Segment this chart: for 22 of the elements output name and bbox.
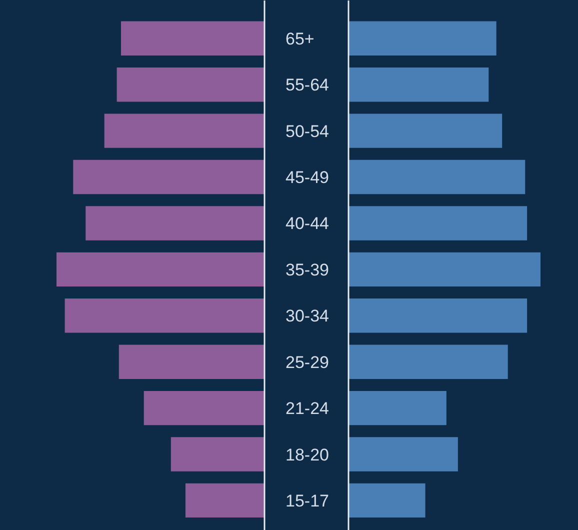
bar [348, 206, 528, 240]
y-tick-label: 25-29 [286, 352, 329, 372]
y-tick-label: 55-64 [286, 76, 329, 95]
y-tick-label: 45-49 [286, 168, 329, 188]
bar [348, 114, 502, 148]
bar [348, 68, 489, 102]
bar [348, 437, 458, 472]
y-tick-label: 15-17 [286, 491, 329, 510]
y-tick-label: 35-39 [286, 260, 329, 280]
y-tick-label: 65+ [286, 29, 314, 48]
bar [348, 390, 446, 426]
y-tick-label: 21-24 [286, 399, 329, 418]
y-tick-label: 50-54 [286, 122, 329, 141]
y-tick-label: 30-34 [286, 306, 329, 326]
bar [348, 21, 496, 56]
bar [348, 252, 540, 287]
y-tick-label: 18-20 [286, 445, 329, 464]
bar [348, 344, 508, 379]
y-tick-label: 40-44 [286, 214, 329, 234]
bar [348, 298, 528, 333]
bar [348, 483, 426, 518]
bar [348, 160, 526, 194]
